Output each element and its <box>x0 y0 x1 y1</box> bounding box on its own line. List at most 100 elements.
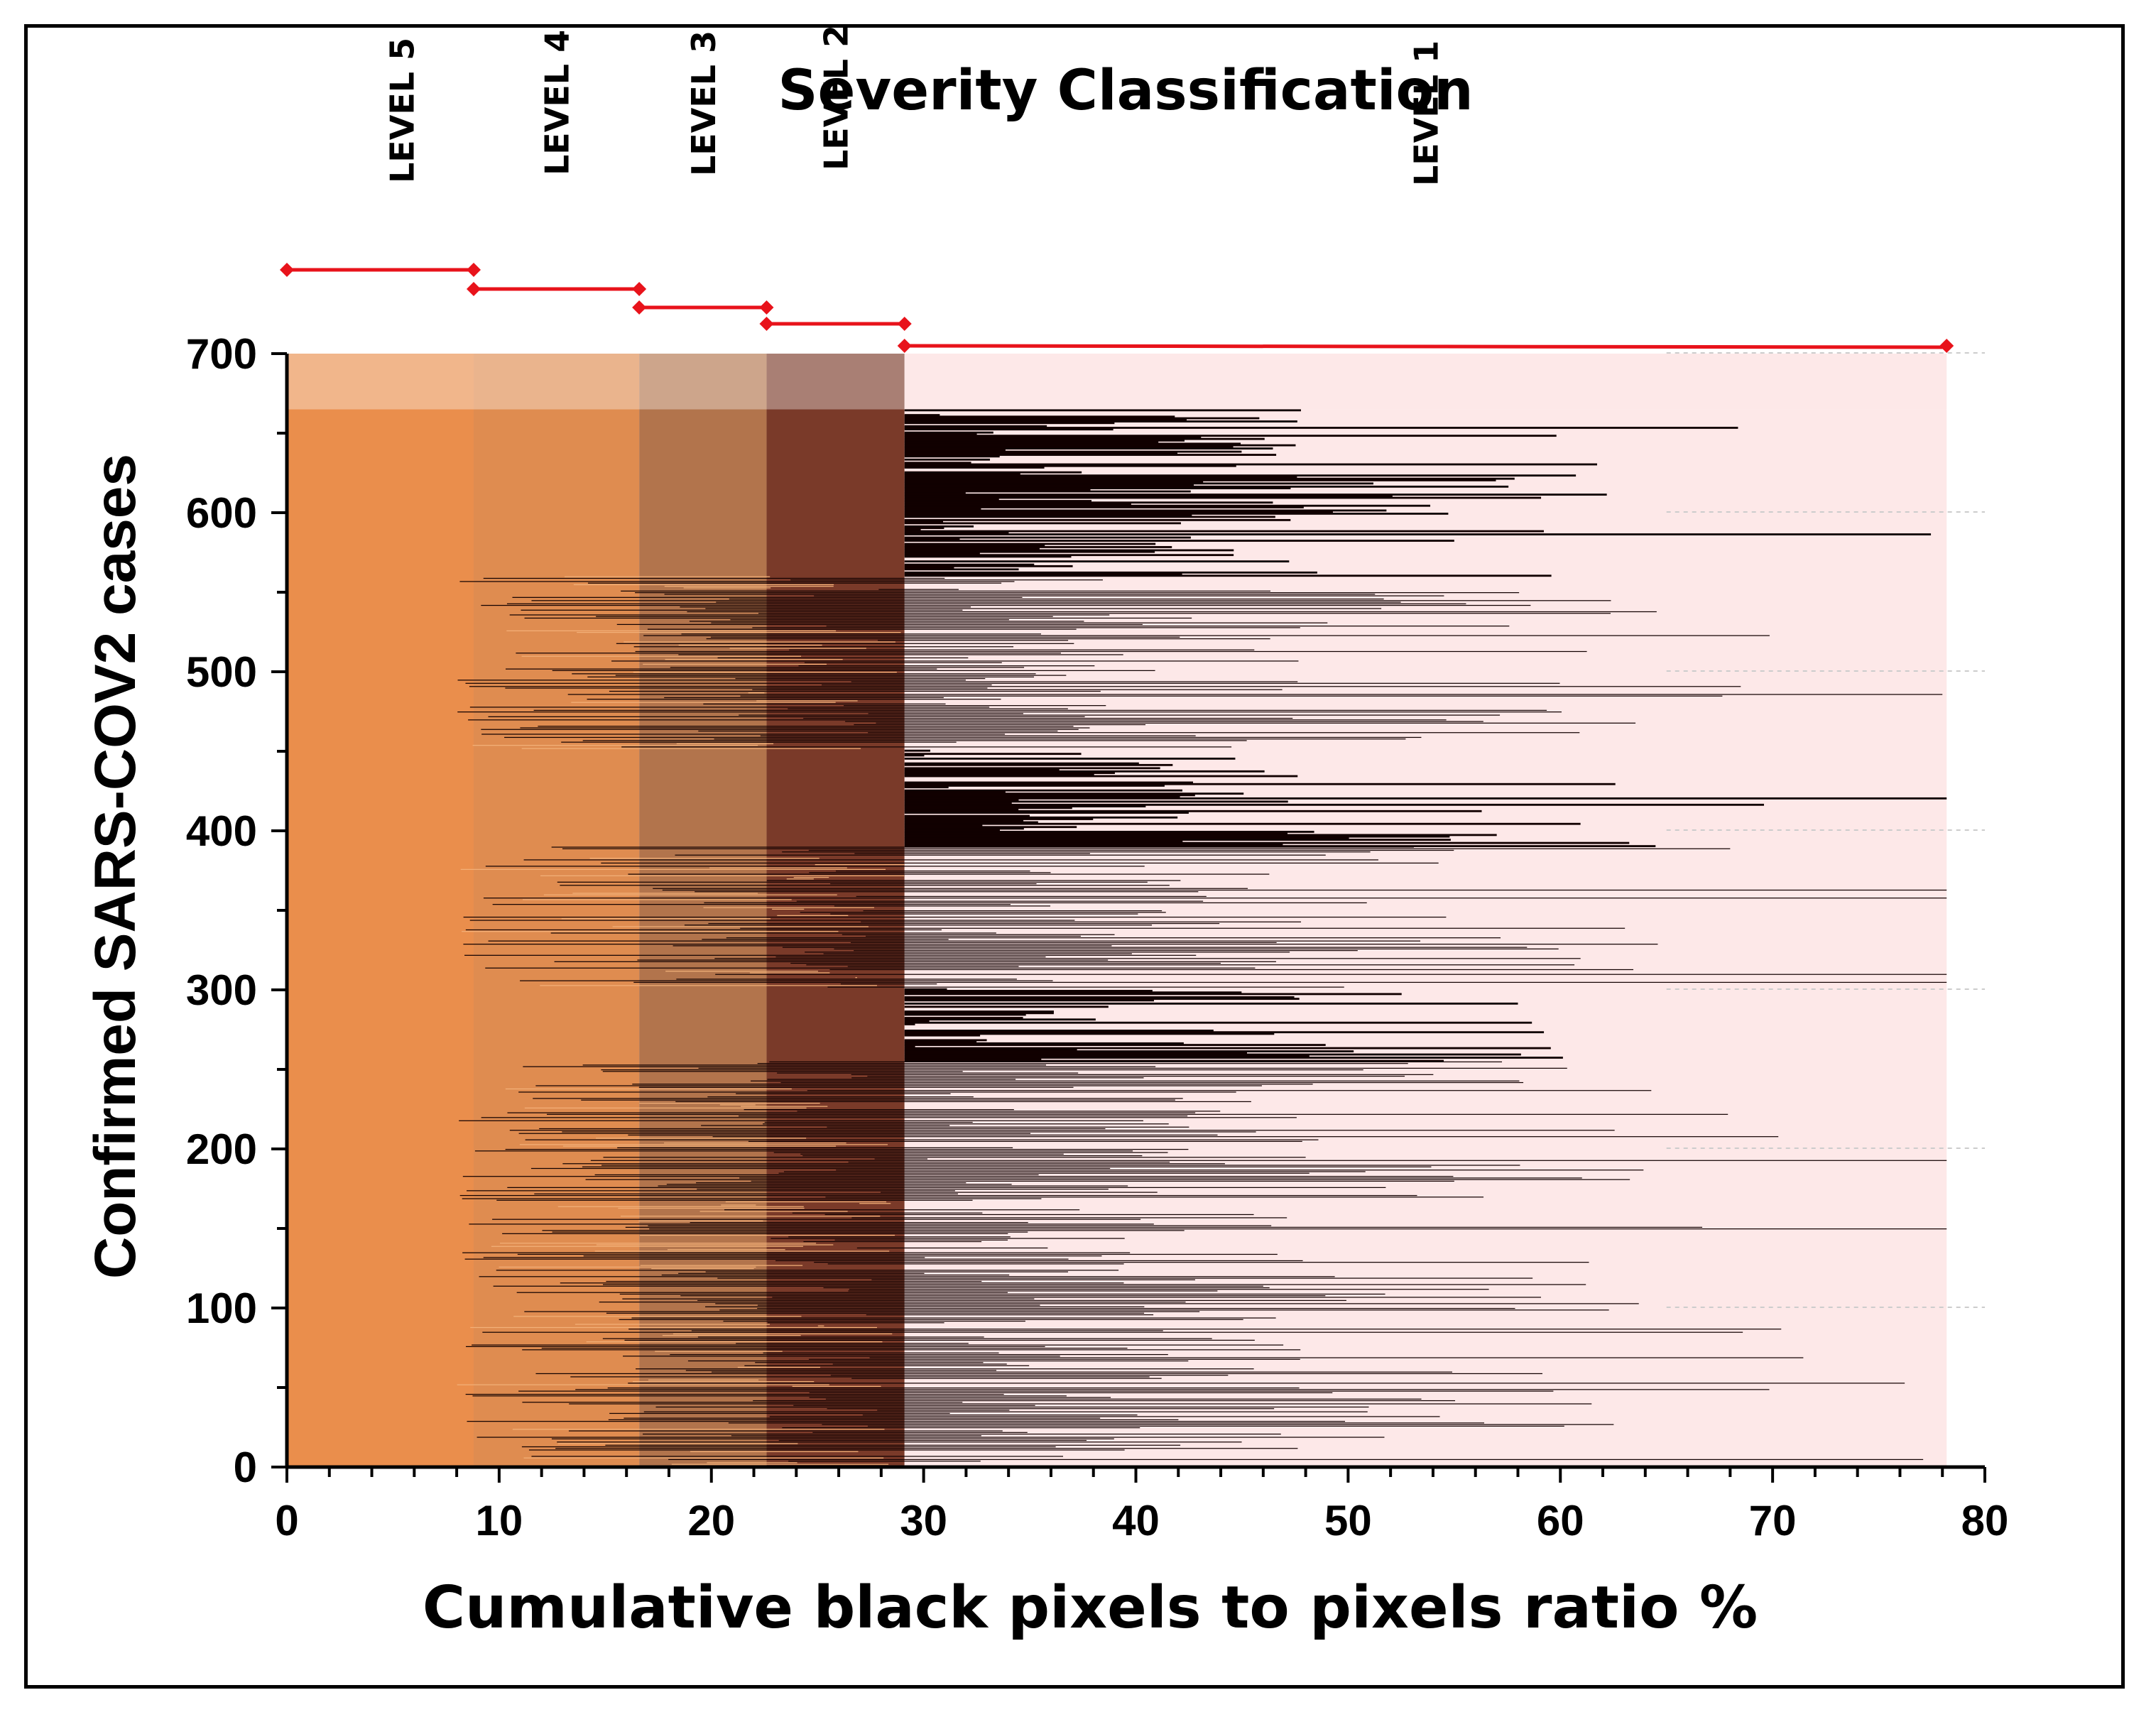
case-bar <box>675 1101 1251 1103</box>
level-4-band <box>474 409 640 1467</box>
case-bar <box>464 954 1197 956</box>
case-bar <box>904 477 1515 480</box>
case-bar <box>678 654 1123 655</box>
case-bar <box>904 834 1497 836</box>
case-bar <box>803 717 1293 719</box>
level-4-label: LEVEL 4 <box>538 30 577 175</box>
case-bar <box>539 1128 1106 1130</box>
case-bar <box>904 786 949 789</box>
case-bar <box>737 1366 820 1368</box>
case-bar <box>904 819 1024 822</box>
y-tick-label: 200 <box>186 1125 257 1173</box>
case-bar <box>714 958 1581 959</box>
case-bar <box>904 795 1180 798</box>
case-bar <box>506 668 937 670</box>
case-bar <box>690 1222 1028 1223</box>
case-bar <box>904 1005 1109 1008</box>
case-bar <box>904 516 1275 518</box>
case-bar <box>827 1126 1189 1128</box>
level-2-cap <box>766 354 905 410</box>
case-bar <box>866 1314 1154 1316</box>
case-bar <box>904 1047 1551 1050</box>
case-bar <box>528 1449 1125 1451</box>
case-bar <box>504 736 1422 738</box>
case-bar <box>844 705 1106 707</box>
case-bar <box>555 1448 1298 1449</box>
case-bar <box>827 986 1344 988</box>
case-bar <box>904 485 1509 488</box>
case-bar <box>715 974 1947 975</box>
case-bar <box>792 1212 983 1214</box>
case-bar <box>904 490 1191 493</box>
case-bar <box>904 802 1012 805</box>
case-bar <box>633 646 1014 648</box>
case-bar <box>904 1021 1532 1024</box>
case-bar <box>573 584 834 586</box>
case-bar <box>636 1368 1254 1370</box>
case-bar <box>488 716 1085 717</box>
x-axis-label: Cumulative black pixels to pixels ratio … <box>423 1574 1758 1642</box>
level-3-cap <box>639 354 767 410</box>
case-bar <box>719 1309 1609 1311</box>
case-bar <box>691 1330 1163 1331</box>
case-bar <box>583 1255 1102 1257</box>
case-bar <box>640 1234 895 1236</box>
case-bar <box>904 843 1283 846</box>
case-bar <box>535 1373 1542 1375</box>
case-bar <box>904 810 1482 812</box>
case-bar <box>904 427 1738 429</box>
case-bar <box>822 1424 1614 1425</box>
case-bar <box>904 1039 987 1042</box>
case-bar <box>904 474 1577 477</box>
case-bar <box>624 1417 1101 1419</box>
case-bar <box>904 814 1030 817</box>
case-bar <box>904 549 1234 552</box>
case-bar <box>778 1439 1087 1441</box>
case-bar <box>493 1285 1263 1287</box>
case-bar <box>775 1260 1303 1262</box>
case-bar <box>904 439 1185 442</box>
case-bar <box>904 500 1091 502</box>
level-1-label: LEVEL 1 <box>1407 40 1445 186</box>
case-bar <box>904 508 981 511</box>
chart-title: Severity Classification <box>778 59 1473 123</box>
case-bar <box>904 829 1000 832</box>
case-bar <box>628 873 1270 875</box>
case-bar <box>904 514 1192 517</box>
case-bar <box>851 1378 1162 1379</box>
case-bar <box>717 1277 1533 1279</box>
case-bar <box>505 1149 1189 1150</box>
case-bar <box>616 623 1143 626</box>
case-bar <box>904 520 944 523</box>
case-bar <box>698 1067 1567 1069</box>
case-bar <box>680 1295 1326 1297</box>
case-bar <box>731 1435 981 1437</box>
case-bar <box>488 940 1421 942</box>
case-bar <box>834 1239 1008 1241</box>
case-bar <box>469 686 1741 687</box>
case-bar <box>904 1053 1521 1056</box>
case-bar <box>823 1287 1270 1289</box>
case-bar <box>728 1422 1484 1424</box>
case-bar <box>547 1113 1728 1115</box>
case-bar <box>904 824 983 827</box>
case-bar <box>481 729 1079 730</box>
case-bar <box>606 1312 1145 1314</box>
case-bar <box>796 900 1204 902</box>
case-bar <box>587 582 1002 584</box>
threshold-marker <box>280 263 294 277</box>
case-bar <box>586 1341 883 1343</box>
case-bar <box>711 1371 1452 1373</box>
case-bar <box>904 496 1542 499</box>
case-bar <box>594 1250 890 1252</box>
case-bar <box>522 1349 1301 1351</box>
case-bar <box>904 1052 1247 1054</box>
case-bar <box>467 1421 1346 1422</box>
case-bar <box>712 1136 1779 1138</box>
case-bar <box>703 907 874 908</box>
case-bar <box>904 832 1288 835</box>
case-bar <box>904 528 921 531</box>
case-bar <box>904 550 1155 553</box>
case-bar <box>651 1268 754 1270</box>
case-bar <box>827 1263 1124 1265</box>
